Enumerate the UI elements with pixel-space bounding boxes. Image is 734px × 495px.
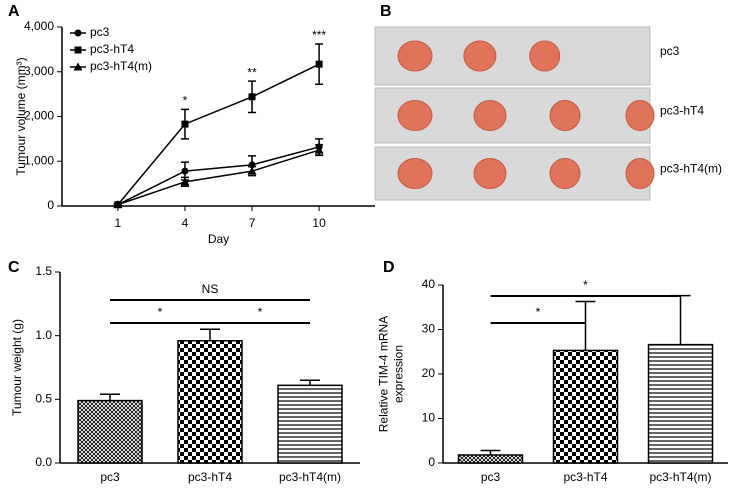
- marker: [315, 60, 323, 68]
- significance: ***: [312, 28, 326, 42]
- y-tick-label: 10: [422, 411, 436, 425]
- panel-label: C: [8, 259, 20, 276]
- tumour: [529, 40, 561, 72]
- tumour: [625, 158, 655, 189]
- tumour: [625, 100, 655, 131]
- row-label: pc3: [660, 44, 680, 58]
- y-axis-label: expression: [392, 345, 406, 403]
- bar: [177, 340, 243, 464]
- bar: [647, 343, 714, 464]
- error-bar: [300, 379, 320, 386]
- y-axis-label: Relative TIM-4 mRNA: [377, 316, 391, 432]
- tumour: [463, 40, 497, 72]
- y-tick-label: 20: [422, 366, 436, 380]
- photo-panel: B pc3 pc3-hT4 pc3-hT4(m): [374, 3, 722, 201]
- x-tick-label: 10: [312, 216, 326, 230]
- series-line: [117, 149, 320, 206]
- tumour: [397, 158, 433, 189]
- y-tick-label: 0.0: [35, 455, 52, 469]
- y-tick-label: 0: [47, 198, 54, 212]
- x-tick-label: pc3-hT4: [188, 470, 232, 484]
- panel-label: B: [380, 3, 392, 20]
- series-line: [117, 63, 320, 206]
- tumour: [473, 100, 507, 131]
- panel-label: D: [383, 259, 395, 276]
- marker: [74, 29, 82, 37]
- y-tick-label: 40: [422, 277, 436, 291]
- y-tick-label: 0.5: [35, 392, 52, 406]
- significance: *: [583, 278, 588, 292]
- bar: [552, 349, 619, 464]
- significance: *: [536, 305, 541, 319]
- error-bar: [670, 294, 691, 345]
- row-label: pc3-hT4(m): [660, 162, 722, 176]
- significance: NS: [202, 282, 219, 296]
- tumour: [397, 40, 433, 72]
- x-tick-label: pc3-hT4(m): [649, 470, 711, 484]
- x-tick-label: pc3-hT4(m): [279, 470, 341, 484]
- legend-label: pc3-hT4: [90, 42, 134, 56]
- y-tick-label: 1.0: [35, 328, 52, 342]
- error-bar: [100, 393, 120, 401]
- marker: [180, 177, 190, 186]
- legend-label: pc3: [90, 25, 110, 39]
- legend-label: pc3-hT4(m): [90, 59, 152, 73]
- significance: **: [247, 65, 257, 79]
- x-tick-label: pc3-hT4: [563, 470, 607, 484]
- marker: [181, 120, 189, 128]
- tumour: [473, 158, 507, 189]
- panel-label: A: [8, 3, 20, 20]
- significance: *: [258, 305, 263, 319]
- y-tick-label: 4,000: [24, 19, 54, 33]
- significance: *: [183, 94, 188, 108]
- tumour: [549, 100, 581, 131]
- y-tick-label: 30: [422, 322, 436, 336]
- marker: [247, 166, 257, 175]
- y-axis-label: Tumour weight (g): [10, 319, 24, 416]
- x-tick-label: 1: [115, 216, 122, 230]
- y-tick-label: 0: [428, 455, 435, 469]
- bar: [457, 454, 524, 464]
- y-tick-label: 2,000: [24, 109, 54, 123]
- y-tick-label: 3,000: [24, 64, 54, 78]
- y-tick-label: 1,000: [24, 153, 54, 167]
- series-line: [117, 146, 320, 206]
- error-bar: [200, 328, 220, 341]
- marker: [181, 167, 189, 175]
- error-bar: [575, 300, 596, 351]
- x-tick-label: pc3: [481, 470, 501, 484]
- marker: [248, 93, 256, 101]
- x-tick-label: 4: [182, 216, 189, 230]
- significance: *: [158, 305, 163, 319]
- tumour: [549, 158, 581, 189]
- y-axis-label: Tumour volume (mm³): [14, 57, 28, 175]
- bar: [277, 384, 343, 464]
- x-tick-label: 7: [249, 216, 256, 230]
- marker: [73, 62, 83, 71]
- row-label: pc3-hT4: [660, 104, 704, 118]
- marker: [74, 46, 82, 54]
- x-axis-label: Day: [208, 232, 229, 246]
- x-tick-label: pc3: [100, 470, 120, 484]
- bar: [77, 399, 143, 464]
- y-tick-label: 1.5: [35, 264, 52, 278]
- marker: [113, 200, 123, 209]
- marker: [314, 145, 324, 154]
- tumour: [397, 100, 433, 131]
